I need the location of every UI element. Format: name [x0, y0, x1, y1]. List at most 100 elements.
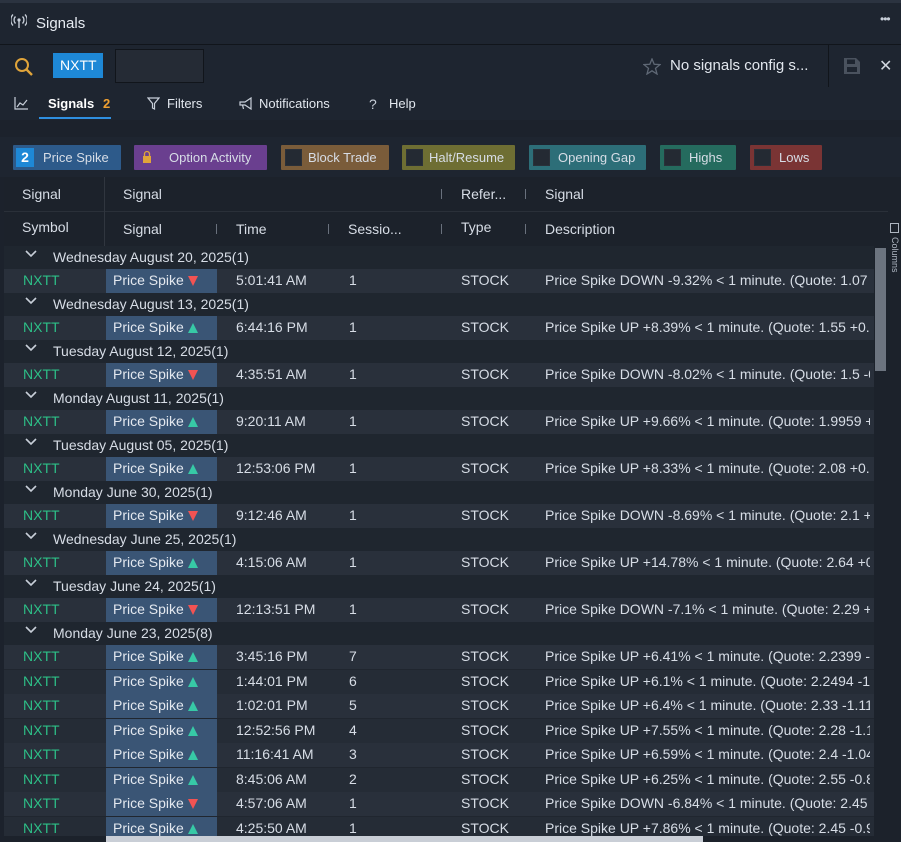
filter-option-activity[interactable]: Option Activity — [134, 145, 267, 170]
arrow-up-icon — [188, 323, 198, 333]
table-row[interactable]: NXTT Price Spike 4:15:06 AM 1 STOCK Price Spi… — [4, 551, 874, 575]
row-symbol[interactable]: NXTT — [23, 721, 60, 738]
tab-signals[interactable]: Signals 2 — [39, 88, 119, 120]
header-group-signal-3: Signal — [545, 186, 584, 202]
horizontal-scrollbar-thumb[interactable] — [106, 836, 703, 842]
table-row[interactable]: NXTT Price Spike 1:44:01 PM 6 STOCK Price Spi… — [4, 669, 874, 694]
row-session: 1 — [349, 272, 357, 288]
more-menu-icon[interactable]: ••• — [880, 12, 891, 26]
date-group-header[interactable]: Wednesday August 13, 2025(1) — [4, 293, 874, 316]
filter-lows-checkbox[interactable] — [754, 149, 771, 166]
signal-badge: Price Spike — [106, 269, 217, 293]
column-header-symbol[interactable]: Symbol — [22, 219, 69, 235]
side-panel-strip[interactable]: Columns — [888, 177, 901, 842]
symbol-tag-label: NXTT — [60, 57, 97, 73]
table-row[interactable]: NXTT Price Spike 4:57:06 AM 1 STOCK Price Spi… — [4, 792, 874, 816]
filter-lows[interactable]: Lows — [750, 145, 822, 170]
vertical-scrollbar[interactable] — [874, 246, 888, 842]
row-symbol[interactable]: NXTT — [23, 795, 60, 811]
chevron-down-icon[interactable] — [25, 389, 37, 401]
chevron-down-icon[interactable] — [25, 436, 37, 448]
save-icon[interactable] — [843, 57, 861, 75]
date-group-label: Monday August 11, 2025(1) — [53, 390, 224, 406]
table-row[interactable]: NXTT Price Spike 11:16:41 AM 3 STOCK Price Sp… — [4, 743, 874, 767]
symbol-tag[interactable]: NXTT — [53, 53, 103, 78]
row-symbol[interactable]: NXTT — [23, 460, 60, 476]
column-header-type[interactable]: Type — [461, 219, 492, 235]
filter-price-spike[interactable]: 2 Price Spike — [13, 145, 121, 170]
date-group-header[interactable]: Tuesday June 24, 2025(1) — [4, 575, 874, 598]
table-row[interactable]: NXTT Price Spike 9:12:46 AM 1 STOCK Price Spi… — [4, 504, 874, 528]
chevron-down-icon[interactable] — [25, 530, 37, 542]
table-row[interactable]: NXTT Price Spike 8:45:06 AM 2 STOCK Price Spi… — [4, 767, 874, 792]
chevron-down-icon[interactable] — [25, 624, 37, 636]
horizontal-scrollbar[interactable] — [4, 836, 874, 842]
star-icon[interactable] — [643, 58, 661, 75]
row-symbol[interactable]: NXTT — [23, 819, 60, 836]
filter-opening-gap-checkbox[interactable] — [533, 149, 550, 166]
filter-highs[interactable]: Highs — [660, 145, 736, 170]
filter-opening-gap[interactable]: Opening Gap — [529, 145, 646, 170]
table-row[interactable]: NXTT Price Spike 3:45:16 PM 7 STOCK Price Spi… — [4, 645, 874, 669]
column-header-signal[interactable]: Signal — [123, 221, 162, 237]
date-group-header[interactable]: Monday June 23, 2025(8) — [4, 622, 874, 645]
chevron-down-icon[interactable] — [25, 342, 37, 354]
date-group-header[interactable]: Monday June 30, 2025(1) — [4, 481, 874, 504]
row-symbol[interactable]: NXTT — [23, 672, 60, 689]
row-symbol[interactable]: NXTT — [23, 554, 60, 570]
table-row[interactable]: NXTT Price Spike 6:44:16 PM 1 STOCK Price Spi… — [4, 316, 874, 340]
signals-config-text[interactable]: No signals config s... — [670, 57, 809, 74]
table-row[interactable]: NXTT Price Spike 1:02:01 PM 5 STOCK Price Spi… — [4, 694, 874, 718]
date-group-label: Tuesday June 24, 2025(1) — [53, 578, 216, 594]
close-icon[interactable]: ✕ — [879, 58, 893, 75]
row-symbol[interactable]: NXTT — [23, 272, 60, 288]
filter-block-trade[interactable]: Block Trade — [281, 145, 389, 170]
row-symbol[interactable]: NXTT — [23, 601, 60, 617]
row-symbol[interactable]: NXTT — [23, 746, 60, 762]
filter-highs-checkbox[interactable] — [664, 149, 681, 166]
search-icon[interactable] — [14, 57, 34, 77]
chart-line-icon — [14, 97, 28, 110]
row-symbol[interactable]: NXTT — [23, 319, 60, 335]
chevron-down-icon[interactable] — [25, 483, 37, 495]
row-description: Price Spike UP +7.86% < 1 minute. (Quote… — [545, 819, 870, 836]
row-symbol[interactable]: NXTT — [23, 366, 60, 382]
row-time: 1:44:01 PM — [236, 672, 308, 689]
filter-halt-resume-checkbox[interactable] — [406, 149, 423, 166]
row-symbol[interactable]: NXTT — [23, 770, 60, 787]
column-header-description[interactable]: Description — [545, 221, 616, 237]
row-symbol[interactable]: NXTT — [23, 507, 60, 523]
column-header-session[interactable]: Sessio... — [348, 221, 402, 237]
arrow-up-icon — [188, 652, 198, 662]
vertical-scrollbar-thumb[interactable] — [875, 248, 886, 371]
column-header-time[interactable]: Time — [236, 221, 267, 237]
tab-help[interactable]: ? Help — [367, 88, 427, 120]
date-group-header[interactable]: Monday August 11, 2025(1) — [4, 387, 874, 410]
row-symbol[interactable]: NXTT — [23, 413, 60, 429]
table-row[interactable]: NXTT Price Spike 4:35:51 AM 1 STOCK Price Spi… — [4, 363, 874, 387]
table-row[interactable]: NXTT Price Spike 9:20:11 AM 1 STOCK Price Spi… — [4, 410, 874, 434]
tab-notifications[interactable]: Notifications — [239, 88, 339, 120]
date-group-header[interactable]: Tuesday August 05, 2025(1) — [4, 434, 874, 457]
lock-icon — [139, 149, 156, 166]
row-symbol[interactable]: NXTT — [23, 697, 60, 713]
date-group-header[interactable]: Tuesday August 12, 2025(1) — [4, 340, 874, 363]
chevron-down-icon[interactable] — [25, 248, 37, 260]
symbol-input[interactable] — [115, 49, 204, 83]
signal-badge-label: Price Spike — [113, 319, 184, 335]
table-row[interactable]: NXTT Price Spike 5:01:41 AM 1 STOCK Price Spi… — [4, 269, 874, 293]
date-group-header[interactable]: Wednesday August 20, 2025(1) — [4, 246, 874, 269]
columns-panel-label[interactable]: Columns — [890, 237, 900, 273]
row-type: STOCK — [461, 697, 509, 713]
tab-filters[interactable]: Filters — [146, 88, 211, 120]
signal-badge-label: Price Spike — [113, 507, 184, 523]
row-symbol[interactable]: NXTT — [23, 648, 60, 664]
date-group-header[interactable]: Wednesday June 25, 2025(1) — [4, 528, 874, 551]
filter-block-trade-checkbox[interactable] — [285, 149, 302, 166]
chevron-down-icon[interactable] — [25, 295, 37, 307]
table-row[interactable]: NXTT Price Spike 12:52:56 PM 4 STOCK Price Sp… — [4, 718, 874, 743]
chevron-down-icon[interactable] — [25, 577, 37, 589]
table-row[interactable]: NXTT Price Spike 12:13:51 PM 1 STOCK Price Sp… — [4, 598, 874, 622]
table-row[interactable]: NXTT Price Spike 12:53:06 PM 1 STOCK Price Sp… — [4, 457, 874, 481]
filter-halt-resume[interactable]: Halt/Resume — [402, 145, 515, 170]
